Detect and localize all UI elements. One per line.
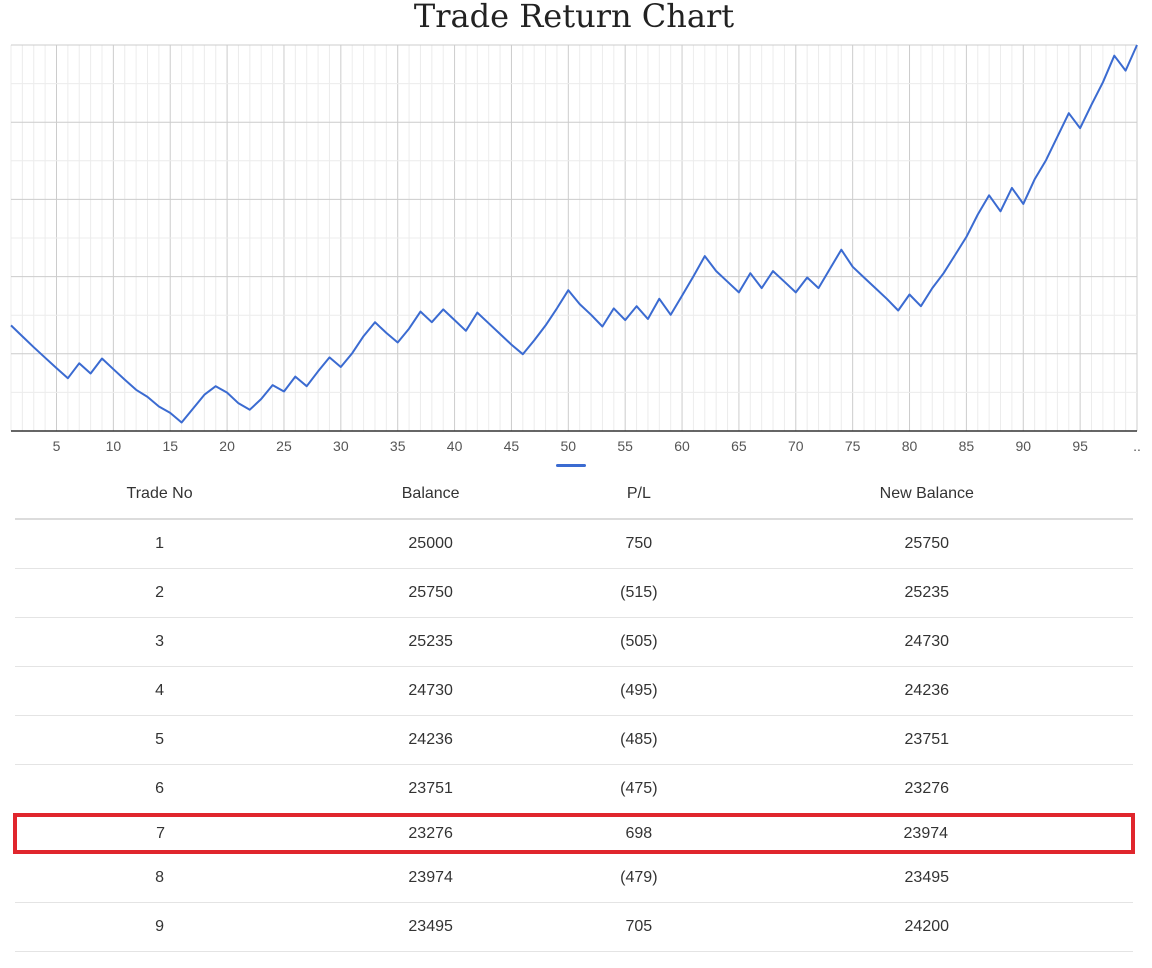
cell-new-balance: 23974 xyxy=(720,813,1136,854)
table-row: 3 25235 (505) 24730 xyxy=(15,617,1133,667)
header-balance: Balance xyxy=(304,470,558,520)
cell-new-balance: 23276 xyxy=(720,764,1133,816)
cell-trade-no: 6 xyxy=(15,764,305,816)
cell-trade-no: 1 xyxy=(15,519,305,569)
cell-balance: 23974 xyxy=(304,852,558,903)
x-tick-label: 5 xyxy=(53,438,61,454)
x-tick-label: 15 xyxy=(162,438,178,454)
chart-title: Trade Return Chart xyxy=(413,0,735,35)
x-tick-label: 85 xyxy=(959,438,975,454)
x-tick-label: 75 xyxy=(845,438,861,454)
cell-balance: 25235 xyxy=(304,617,558,667)
cell-pl: (515) xyxy=(557,568,721,618)
x-tick-label: 95 xyxy=(1072,438,1088,454)
cell-pl: 750 xyxy=(557,519,721,569)
x-tick-label: 10 xyxy=(106,438,122,454)
cell-trade-no: 2 xyxy=(15,568,305,618)
cell-new-balance: 25750 xyxy=(720,519,1133,569)
cell-pl: (495) xyxy=(557,666,721,716)
cell-new-balance: 24730 xyxy=(720,617,1133,667)
x-tick-label: 90 xyxy=(1015,438,1031,454)
table-row-highlighted: 7 23276 698 23974 xyxy=(12,813,1136,854)
cell-pl: 705 xyxy=(557,902,721,952)
series-line xyxy=(10,44,1138,424)
x-tick-label: 70 xyxy=(788,438,804,454)
cell-new-balance: 23495 xyxy=(720,852,1133,903)
table-row: 8 23974 (479) 23495 xyxy=(15,852,1133,903)
cell-new-balance: 24236 xyxy=(720,666,1133,716)
cell-balance: 25750 xyxy=(304,568,558,618)
x-tick-label: 25 xyxy=(276,438,292,454)
cell-pl: (505) xyxy=(557,617,721,667)
x-tick-label: 80 xyxy=(902,438,918,454)
x-tick-label: 35 xyxy=(390,438,406,454)
cell-trade-no: 8 xyxy=(15,852,305,903)
x-tick-label: 20 xyxy=(219,438,235,454)
cell-new-balance: 23751 xyxy=(720,715,1133,765)
cell-trade-no: 4 xyxy=(15,666,305,716)
cell-new-balance: 24200 xyxy=(720,902,1133,952)
cell-new-balance: 25235 xyxy=(720,568,1133,618)
table-header-row: Trade No Balance P/L New Balance xyxy=(15,470,1133,520)
cell-pl: (475) xyxy=(557,764,721,816)
cell-balance: 23495 xyxy=(304,902,558,952)
x-tick-label: 60 xyxy=(674,438,690,454)
cell-balance: 25000 xyxy=(304,519,558,569)
cell-balance: 23276 xyxy=(304,813,558,854)
table-row: 5 24236 (485) 23751 xyxy=(15,715,1133,765)
table-row: 6 23751 (475) 23276 xyxy=(15,764,1133,816)
cell-pl: (479) xyxy=(557,852,721,903)
cell-trade-no: 3 xyxy=(15,617,305,667)
cell-trade-no: 9 xyxy=(15,902,305,952)
cell-trade-no: 7 xyxy=(12,813,305,854)
x-tick-label: 50 xyxy=(561,438,577,454)
x-tick-label: 55 xyxy=(617,438,633,454)
chart-grid xyxy=(10,44,1138,432)
table-row: 1 25000 750 25750 xyxy=(15,519,1133,569)
table-row: 9 23495 705 24200 xyxy=(15,902,1133,952)
x-tick-label: 30 xyxy=(333,438,349,454)
table-row: 2 25750 (515) 25235 xyxy=(15,568,1133,618)
cell-balance: 24236 xyxy=(304,715,558,765)
x-axis-ticks: 5 10 15 20 25 30 35 40 45 50 55 60 65 70 75 80 85 90 95.. xyxy=(53,438,1141,454)
cell-trade-no: 5 xyxy=(15,715,305,765)
table-row: 4 24730 (495) 24236 xyxy=(15,666,1133,716)
x-tick-label: 65 xyxy=(731,438,747,454)
chart-series xyxy=(10,44,1138,424)
trades-table: Trade No Balance P/L New Balance 1 25000 7… xyxy=(12,470,1136,952)
cell-balance: 23751 xyxy=(304,764,558,816)
x-tick-label: 45 xyxy=(504,438,520,454)
line-chart: 5 10 15 20 25 30 35 40 45 50 55 60 65 70 75 80 85 90 95.. xyxy=(10,44,1141,454)
cell-pl: 698 xyxy=(557,813,721,854)
x-tick-label: .. xyxy=(1133,438,1141,454)
scroll-indicator[interactable] xyxy=(556,464,586,467)
header-trade-no: Trade No xyxy=(15,470,305,520)
cell-balance: 24730 xyxy=(304,666,558,716)
header-pl: P/L xyxy=(557,470,721,520)
x-tick-label: 40 xyxy=(447,438,463,454)
header-new-balance: New Balance xyxy=(720,470,1133,520)
cell-pl: (485) xyxy=(557,715,721,765)
